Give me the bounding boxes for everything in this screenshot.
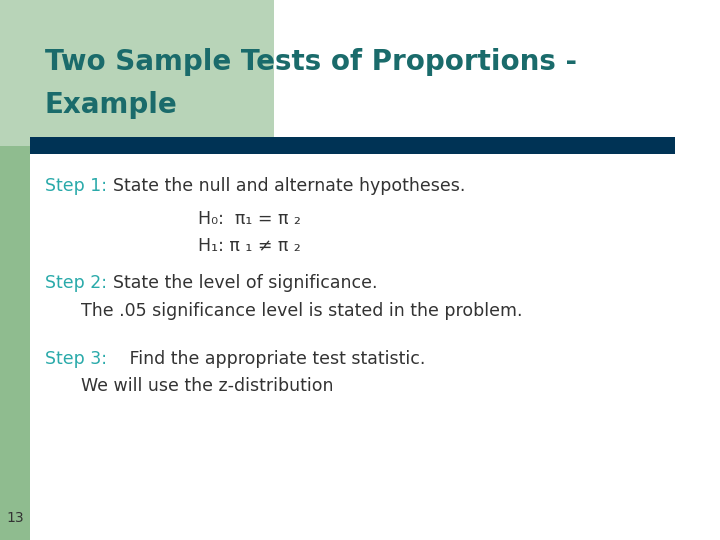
FancyBboxPatch shape [0, 0, 274, 146]
FancyBboxPatch shape [30, 137, 675, 154]
Text: State the level of significance.: State the level of significance. [113, 274, 377, 293]
Text: H₀:  π₁ = π ₂: H₀: π₁ = π ₂ [198, 210, 301, 228]
Text: H₁: π ₁ ≠ π ₂: H₁: π ₁ ≠ π ₂ [198, 237, 301, 255]
Text: State the null and alternate hypotheses.: State the null and alternate hypotheses. [113, 177, 465, 195]
FancyBboxPatch shape [0, 0, 30, 540]
Text: Example: Example [45, 91, 177, 119]
Text: Find the appropriate test statistic.: Find the appropriate test statistic. [113, 350, 426, 368]
Text: Two Sample Tests of Proportions -: Two Sample Tests of Proportions - [45, 48, 577, 76]
Text: We will use the z-distribution: We will use the z-distribution [81, 377, 333, 395]
Text: Step 2:: Step 2: [45, 274, 107, 293]
Text: Step 3:: Step 3: [45, 350, 107, 368]
Text: 13: 13 [6, 511, 24, 525]
Text: Step 1:: Step 1: [45, 177, 107, 195]
Text: The .05 significance level is stated in the problem.: The .05 significance level is stated in … [81, 301, 522, 320]
